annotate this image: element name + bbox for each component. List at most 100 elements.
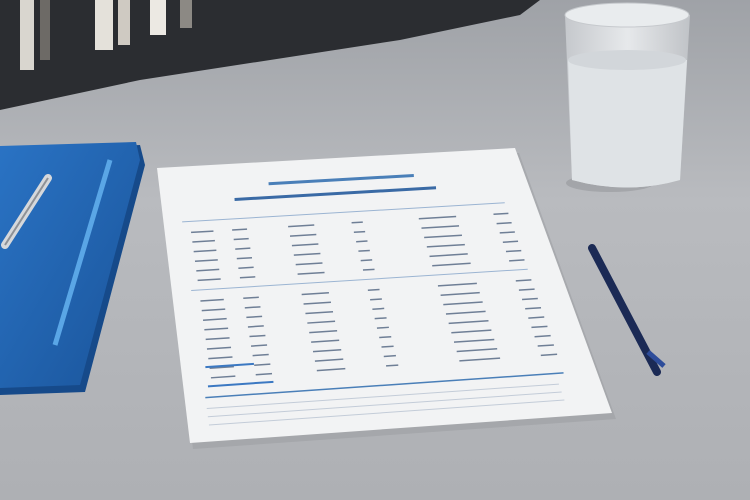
table-cell: [291, 243, 319, 247]
subtitle-line: [234, 186, 437, 201]
rule-line: [205, 372, 564, 399]
table-cell: [362, 268, 375, 271]
table-cell: [424, 234, 462, 239]
table-cell: [209, 365, 234, 369]
table-cell: [383, 354, 396, 358]
table-cell: [311, 339, 340, 343]
table-cell: [236, 256, 253, 260]
table-cell: [531, 325, 548, 329]
table-cell: [351, 221, 363, 224]
table-cell: [210, 375, 236, 379]
table-cell: [289, 233, 317, 237]
table-cell: [515, 279, 532, 282]
water-glass: [564, 2, 690, 192]
table-cell: [509, 259, 525, 262]
table-cell: [537, 344, 554, 347]
table-cell: [238, 266, 254, 269]
table-cell: [204, 327, 229, 331]
table-cell: [246, 315, 263, 319]
table-cell: [203, 317, 227, 321]
table-cell: [206, 346, 232, 350]
table-cell: [367, 288, 380, 292]
table-cell: [451, 329, 492, 334]
table-cell: [522, 297, 538, 301]
table-cell: [312, 348, 342, 353]
table-cell: [429, 253, 468, 258]
table-cell: [192, 239, 215, 243]
table-cell: [456, 348, 498, 353]
title-line: [268, 173, 414, 186]
table-cell: [196, 268, 220, 272]
rule-line: [182, 202, 505, 223]
table-cell: [233, 237, 249, 241]
table-cell: [374, 317, 387, 320]
footnote-line: [207, 391, 562, 418]
table-cell: [309, 329, 338, 334]
table-cell: [432, 262, 471, 267]
table-cell: [502, 240, 519, 243]
table-cell: [305, 311, 334, 315]
table-cell: [297, 271, 325, 275]
table-cell: [445, 310, 486, 315]
table-cell: [418, 215, 457, 220]
table-cell: [239, 276, 256, 279]
table-cell: [540, 353, 558, 357]
table-cell: [518, 288, 535, 291]
table-cell: [421, 225, 460, 229]
table-cell: [448, 319, 489, 325]
table-cell: [307, 320, 336, 324]
table-cell: [379, 336, 392, 339]
table-cell: [208, 356, 233, 360]
table-cell: [314, 358, 344, 362]
footnote-line: [208, 399, 565, 426]
table-cell: [303, 301, 332, 305]
table-cell: [534, 334, 551, 338]
table-cell: [360, 259, 373, 262]
table-cell: [372, 307, 385, 310]
table-cell: [316, 367, 346, 372]
table-cell: [358, 249, 370, 252]
table-cell: [443, 301, 483, 306]
table-cell: [254, 363, 271, 366]
table-cell: [493, 212, 509, 216]
table-cell: [295, 262, 323, 266]
table-cell: [249, 334, 266, 338]
table-cell: [247, 325, 264, 328]
bar-mark: [207, 380, 274, 388]
table-cell: [528, 316, 545, 319]
silver-pen: [1, 174, 52, 249]
table-cell: [496, 221, 512, 225]
table-cell: [385, 364, 399, 367]
table-cell: [201, 308, 226, 312]
table-cell: [193, 249, 217, 253]
navy-pen: [588, 244, 666, 376]
table-cell: [243, 296, 259, 300]
table-cell: [250, 344, 268, 347]
table-cell: [194, 259, 218, 262]
books: [20, 0, 192, 70]
table-cell: [232, 228, 248, 231]
document-sheet: [157, 148, 616, 449]
bookshelf: [0, 0, 540, 110]
table-cell: [205, 337, 230, 341]
table-cell: [191, 230, 214, 234]
table-cell: [453, 338, 495, 343]
table-cell: [370, 298, 382, 301]
table-cell: [288, 224, 315, 228]
table-cell: [505, 249, 522, 253]
table-cell: [499, 231, 515, 234]
bar-mark: [205, 362, 255, 369]
table-cell: [459, 357, 501, 362]
table-cell: [200, 298, 224, 302]
table-cell: [426, 243, 465, 248]
table-cell: [235, 247, 251, 250]
table-cell: [437, 282, 477, 287]
table-cell: [440, 291, 480, 296]
table-cell: [525, 307, 542, 310]
rule-line: [191, 268, 528, 292]
table-cell: [244, 306, 261, 309]
footnote-line: [206, 383, 559, 410]
table-cell: [376, 326, 389, 329]
table-cell: [381, 345, 394, 348]
